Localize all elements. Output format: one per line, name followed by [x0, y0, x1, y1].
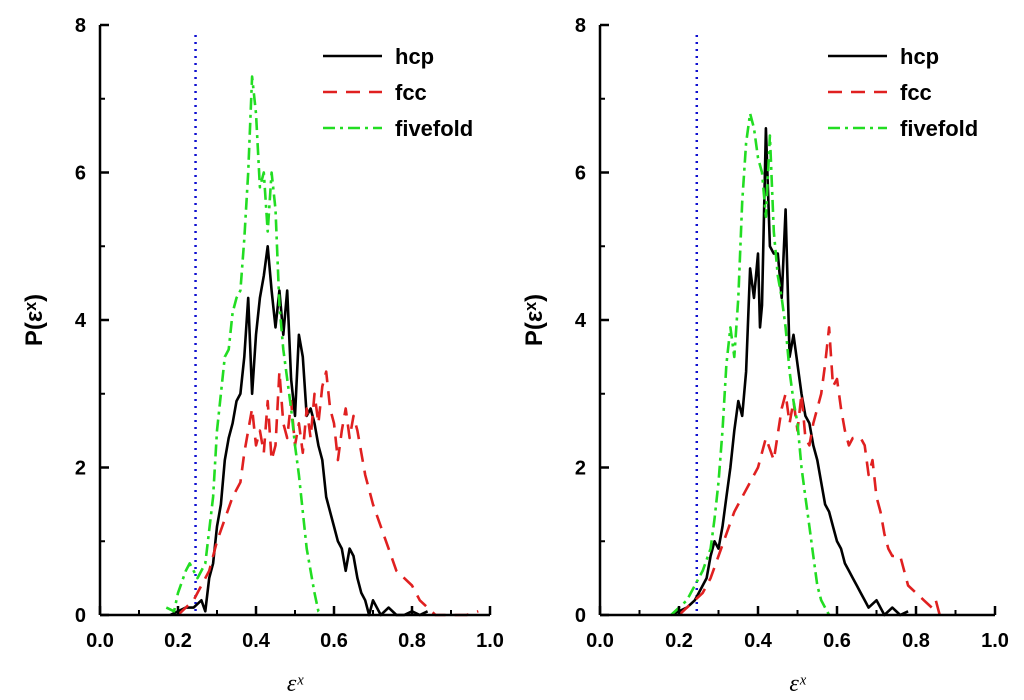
x-tick-label: 0.0: [586, 630, 614, 652]
y-tick-label: 8: [575, 15, 586, 37]
legend-label-fivefold: fivefold: [395, 116, 473, 141]
y-tick-label: 4: [75, 310, 87, 332]
y-tick-label: 4: [575, 310, 587, 332]
series-line-fivefold: [165, 75, 324, 616]
y-axis-title: P(εˣ): [21, 294, 48, 346]
x-tick-label: 0.6: [823, 630, 851, 652]
series-line-fivefold: [670, 112, 831, 616]
x-tick-label: 0.4: [242, 630, 271, 652]
series-line-hcp: [670, 127, 909, 617]
legend-label-hcp: hcp: [395, 44, 434, 69]
legend-label-fivefold: fivefold: [900, 116, 978, 141]
chart-panel-right: 0.0 0.2 0.4 0.6 0.8 1.0 0 2 4 6 8 εˣ P(εˣ) hcp fcc five…: [521, 15, 1009, 697]
x-axis-title: εˣ: [287, 671, 304, 697]
y-tick-label: 2: [575, 458, 586, 480]
chart-panel-left: 0.0 0.2 0.4 0.6 0.8 1.0 0 2 4 6 8 εˣ P(εˣ) hcp fcc five…: [21, 15, 504, 697]
x-tick-label: 0.8: [398, 630, 426, 652]
series-line-hcp: [169, 245, 429, 617]
y-tick-label: 8: [75, 15, 86, 37]
x-axis-title: εˣ: [789, 671, 806, 697]
series-line-fcc: [678, 326, 941, 616]
y-axis-title: P(εˣ): [521, 294, 548, 346]
y-tick-label: 2: [75, 458, 86, 480]
legend-label-fcc: fcc: [395, 80, 427, 105]
y-tick-label: 0: [575, 605, 586, 627]
y-tick-label: 6: [575, 163, 586, 185]
legend-label-hcp: hcp: [900, 44, 939, 69]
x-tick-label: 1.0: [981, 630, 1009, 652]
y-tick-label: 0: [75, 605, 86, 627]
x-tick-label: 0.2: [665, 630, 693, 652]
x-tick-label: 0.6: [320, 630, 348, 652]
x-tick-label: 0.0: [86, 630, 114, 652]
series-line-fcc: [177, 370, 479, 617]
x-tick-label: 0.8: [902, 630, 930, 652]
y-tick-label: 6: [75, 163, 86, 185]
x-tick-label: 1.0: [476, 630, 504, 652]
legend-label-fcc: fcc: [900, 80, 932, 105]
x-tick-label: 0.4: [744, 630, 773, 652]
legend: hcp fcc fivefold: [828, 44, 978, 141]
legend: hcp fcc fivefold: [323, 44, 473, 141]
x-tick-label: 0.2: [164, 630, 192, 652]
